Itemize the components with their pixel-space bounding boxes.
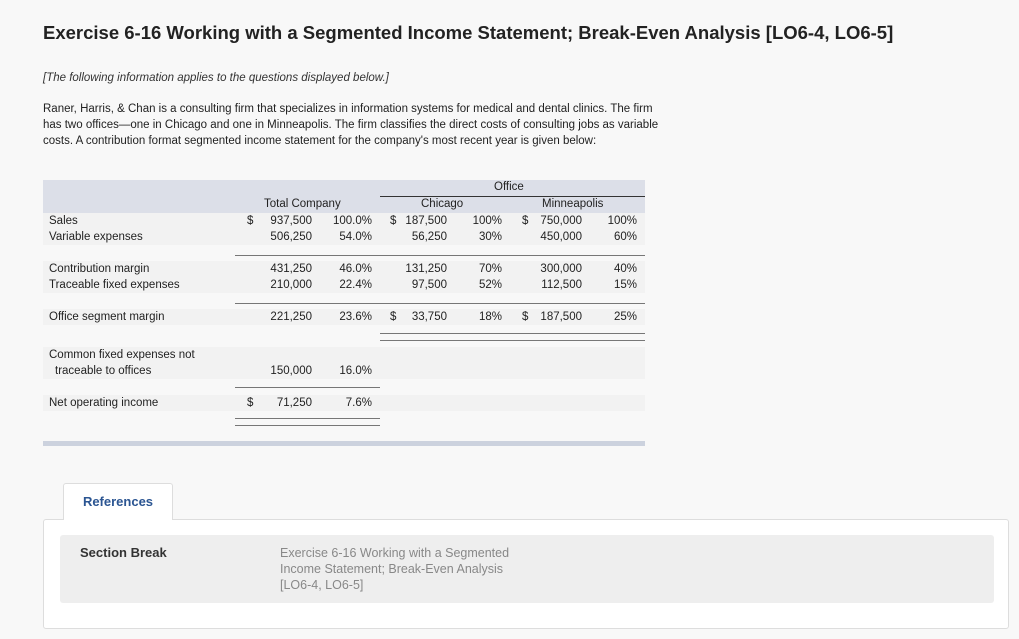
section-break-label: Section Break [80, 545, 167, 560]
tab-references[interactable]: References [63, 483, 173, 520]
value: 100% [472, 215, 502, 227]
segmented-income-statement: Office Total Company Chicago Minneapolis… [43, 180, 645, 446]
table-row: Contribution margin 431,250 46.0% 131,25… [43, 261, 645, 277]
value: 210,000 [270, 279, 312, 291]
row-label-line: Common fixed expenses not [49, 349, 195, 361]
references-panel: Section Break Exercise 6-16 Working with… [43, 519, 1009, 629]
value: 187,500 [540, 311, 582, 323]
table-row: Net operating income $71,250 7.6% [43, 395, 645, 411]
dollar-sign: $ [522, 215, 529, 227]
dollar-sign: $ [247, 215, 254, 227]
table-row: Common fixed expenses not traceable to of… [43, 347, 645, 379]
value: 221,250 [270, 311, 312, 323]
page-title: Exercise 6-16 Working with a Segmented I… [43, 22, 894, 43]
row-label: Variable expenses [49, 231, 143, 243]
info-note: [The following information applies to th… [43, 72, 389, 84]
dollar-sign: $ [390, 215, 397, 227]
value: 937,500 [270, 215, 312, 227]
row-label: Office segment margin [49, 311, 165, 323]
row-label: Common fixed expenses not traceable to of… [43, 347, 235, 379]
value: 750,000 [540, 215, 582, 227]
dollar-sign: $ [390, 311, 397, 323]
table-row: Office segment margin 221,250 23.6% $33,… [43, 309, 645, 325]
value: 18% [478, 311, 502, 323]
table-footer-bar [43, 441, 645, 446]
value: 60% [613, 231, 637, 243]
row-label: Net operating income [49, 397, 159, 409]
value: 506,250 [270, 231, 312, 243]
col-total-company: Total Company [264, 198, 341, 210]
value: 150,000 [270, 365, 312, 377]
value: 56,250 [411, 231, 447, 243]
value: 112,500 [541, 279, 582, 291]
cell: $33,750 [380, 309, 455, 325]
row-label-line: traceable to offices [55, 365, 152, 377]
value: 187,500 [405, 215, 447, 227]
value: 16.0% [339, 365, 372, 377]
value: 40% [613, 263, 637, 275]
section-break: Section Break Exercise 6-16 Working with… [60, 535, 994, 603]
value: 70% [478, 263, 502, 275]
row-label: Traceable fixed expenses [49, 279, 180, 291]
office-header: Office [494, 181, 524, 193]
dollar-sign: $ [522, 311, 529, 323]
value: 46.0% [339, 263, 372, 275]
value: 30% [478, 231, 502, 243]
table-row: Traceable fixed expenses 210,000 22.4% 9… [43, 277, 645, 293]
value: 54.0% [339, 231, 372, 243]
row-label: Contribution margin [49, 263, 150, 275]
dollar-sign: $ [247, 397, 254, 409]
value: 25% [613, 311, 637, 323]
value: 431,250 [270, 263, 312, 275]
col-chicago: Chicago [421, 198, 464, 210]
table-row: Sales $937,500 100.0% $187,500 100% $750… [43, 213, 645, 229]
value: 450,000 [540, 231, 582, 243]
value: 131,250 [405, 263, 447, 275]
cell: $750,000 [510, 213, 590, 229]
section-break-value: Exercise 6-16 Working with a Segmented I… [280, 546, 510, 592]
value: 300,000 [540, 263, 582, 275]
value: 33,750 [411, 311, 447, 323]
table-header: Office Total Company Chicago Minneapolis [43, 180, 645, 213]
value: 22.4% [339, 279, 372, 291]
value: 100.0% [332, 215, 372, 227]
cell: $187,500 [380, 213, 455, 229]
value: 100% [607, 215, 637, 227]
col-minneapolis: Minneapolis [542, 198, 604, 210]
value: 7.6% [345, 397, 372, 409]
cell: $71,250 [235, 395, 320, 411]
table-row: Variable expenses 506,250 54.0% 56,250 3… [43, 229, 645, 245]
problem-description: Raner, Harris, & Chan is a consulting fi… [43, 103, 659, 147]
cell: $187,500 [510, 309, 590, 325]
value: 15% [613, 279, 637, 291]
value: 52% [478, 279, 502, 291]
value: 23.6% [339, 311, 372, 323]
row-label: Sales [49, 215, 78, 227]
cell: $937,500 [235, 213, 320, 229]
value: 97,500 [411, 279, 447, 291]
value: 71,250 [276, 397, 312, 409]
